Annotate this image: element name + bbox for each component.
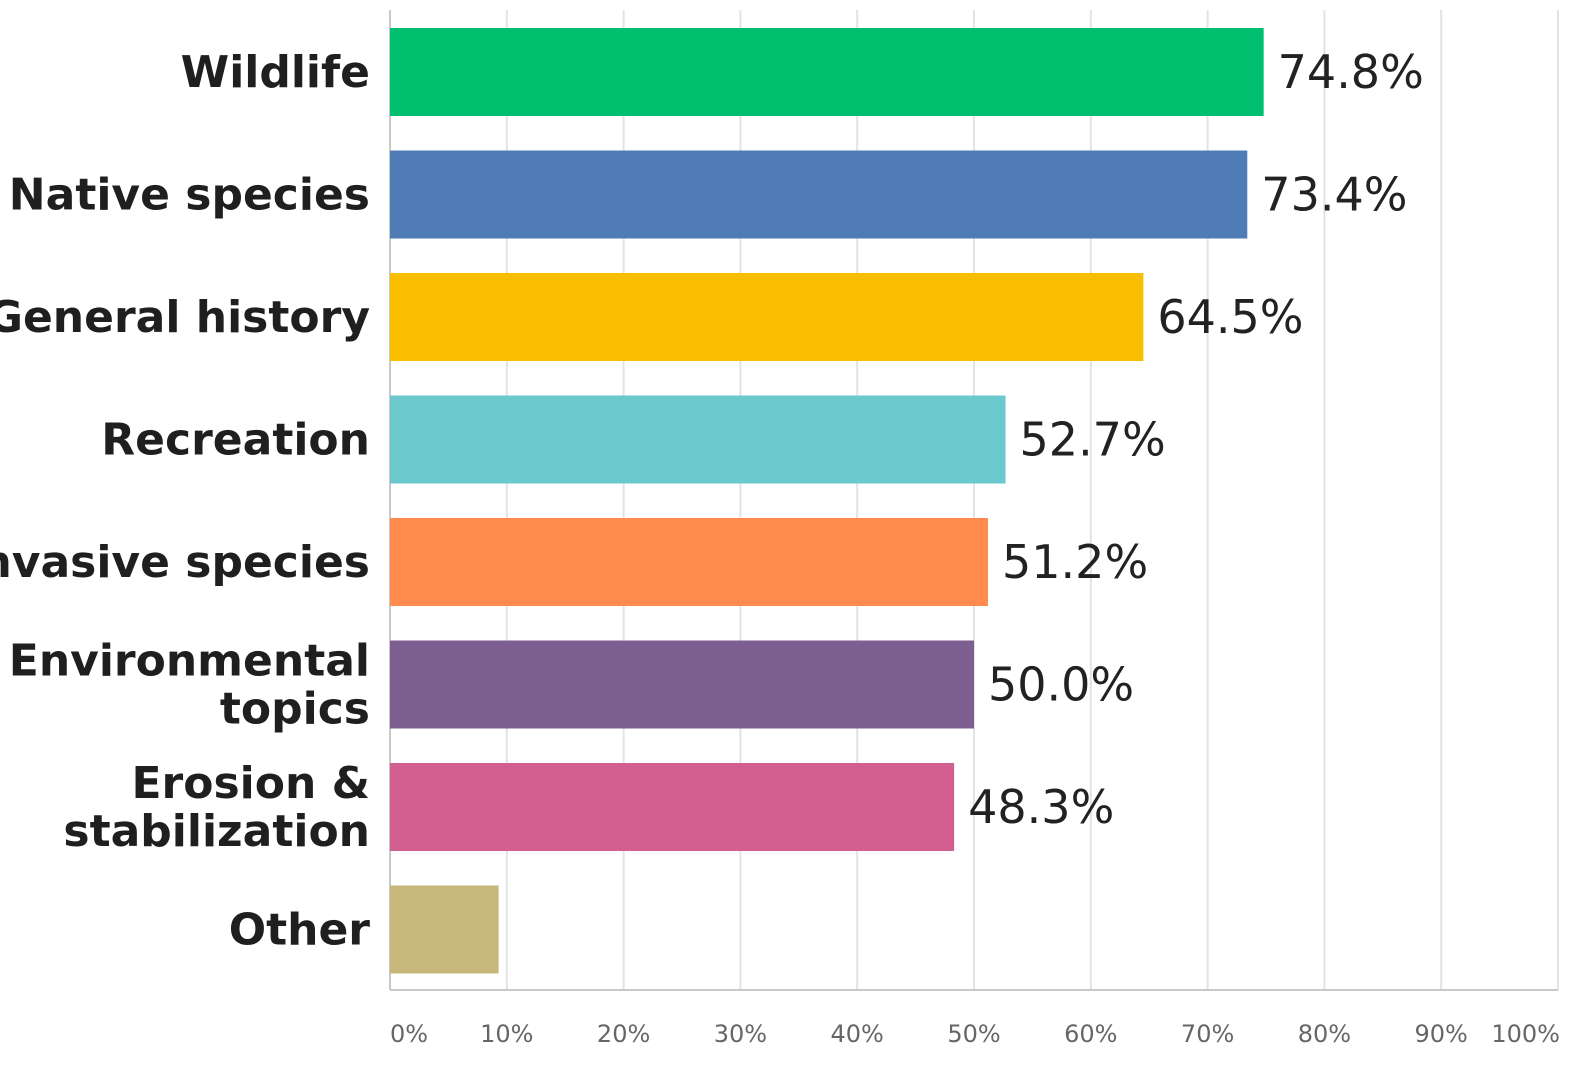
bar bbox=[390, 273, 1144, 361]
bar bbox=[390, 885, 499, 974]
x-tick-label: 10% bbox=[480, 1020, 533, 1048]
x-tick-label: 30% bbox=[714, 1020, 767, 1048]
bar bbox=[390, 395, 1006, 484]
category-label: Erosion & stabilization bbox=[63, 758, 370, 857]
x-tick-label: 60% bbox=[1064, 1020, 1117, 1048]
category-label-line: Wildlife bbox=[181, 47, 370, 98]
category-label-line: General history bbox=[0, 292, 370, 343]
category-label-line: Recreation bbox=[101, 414, 370, 465]
value-label: 52.7% bbox=[1020, 413, 1166, 467]
bar bbox=[390, 763, 955, 851]
value-label: 64.5% bbox=[1157, 290, 1303, 344]
category-label-line: Invasive species bbox=[0, 537, 370, 588]
category-label-line: topics bbox=[220, 683, 370, 734]
x-tick-label: 80% bbox=[1298, 1020, 1351, 1048]
category-label: General history bbox=[0, 292, 370, 343]
category-label-line: Environmental bbox=[9, 635, 370, 686]
category-label-line: Erosion & bbox=[132, 758, 371, 809]
category-label-line: stabilization bbox=[63, 806, 370, 857]
x-tick-label: 70% bbox=[1181, 1020, 1234, 1048]
x-tick-label: 20% bbox=[597, 1020, 650, 1048]
category-label-line: Other bbox=[229, 904, 371, 955]
category-label: Wildlife bbox=[181, 47, 370, 98]
bar bbox=[390, 640, 974, 729]
value-label: 48.3% bbox=[968, 780, 1114, 834]
x-tick-label: 40% bbox=[831, 1020, 884, 1048]
bar bbox=[390, 150, 1248, 239]
value-label: 51.2% bbox=[1002, 535, 1148, 589]
category-label: Invasive species bbox=[0, 537, 370, 588]
category-label: Recreation bbox=[101, 414, 370, 465]
category-label: Other bbox=[229, 904, 371, 955]
x-tick-label: 0% bbox=[390, 1020, 428, 1048]
value-label: 50.0% bbox=[988, 658, 1134, 712]
x-tick-label: 90% bbox=[1415, 1020, 1468, 1048]
x-tick-label: 100% bbox=[1491, 1020, 1560, 1048]
x-tick-label: 50% bbox=[947, 1020, 1000, 1048]
bar bbox=[390, 518, 989, 606]
value-label: 73.4% bbox=[1261, 168, 1407, 222]
category-label-line: Native species bbox=[9, 169, 370, 220]
bar bbox=[390, 28, 1264, 116]
value-label: 74.8% bbox=[1278, 45, 1424, 99]
category-label: Native species bbox=[9, 169, 370, 220]
category-label: Environmental topics bbox=[9, 635, 370, 734]
